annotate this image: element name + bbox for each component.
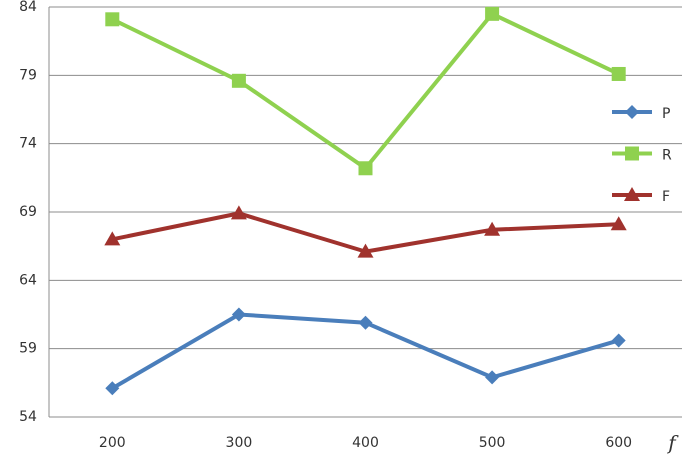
y-tick-label: 64: [19, 272, 37, 288]
data-point: [611, 66, 626, 81]
x-tick-label: 600: [605, 435, 632, 451]
y-tick-label: 59: [19, 341, 37, 357]
y-tick-label: 69: [19, 204, 37, 220]
data-point: [230, 205, 247, 220]
data-point: [104, 231, 121, 246]
y-tick-label: 84: [19, 0, 37, 15]
data-point: [611, 333, 626, 348]
legend-label: P: [662, 106, 670, 122]
series-line: [111, 11, 620, 171]
data-point: [357, 243, 374, 258]
data-point: [484, 221, 501, 236]
legend-marker: [624, 187, 640, 201]
x-tick-label: 500: [479, 435, 506, 451]
data-point: [485, 370, 500, 385]
data-point: [231, 73, 246, 88]
x-tick-label: 200: [99, 435, 126, 451]
data-point: [231, 307, 246, 322]
data-point: [358, 315, 373, 330]
data-point: [358, 161, 373, 176]
legend-marker: [625, 105, 639, 119]
x-axis-label: f: [666, 431, 679, 455]
legend-label: F: [662, 189, 670, 205]
x-tick-label: 300: [226, 435, 253, 451]
data-point: [105, 12, 120, 27]
y-tick-label: 79: [19, 67, 37, 83]
legend-marker: [625, 146, 639, 161]
data-point: [105, 381, 120, 396]
y-tick-label: 54: [19, 409, 37, 425]
x-tick-label: 400: [352, 435, 379, 451]
data-point: [485, 6, 500, 21]
y-tick-label: 74: [19, 136, 37, 152]
legend-label: R: [662, 148, 672, 164]
data-point: [610, 216, 627, 231]
